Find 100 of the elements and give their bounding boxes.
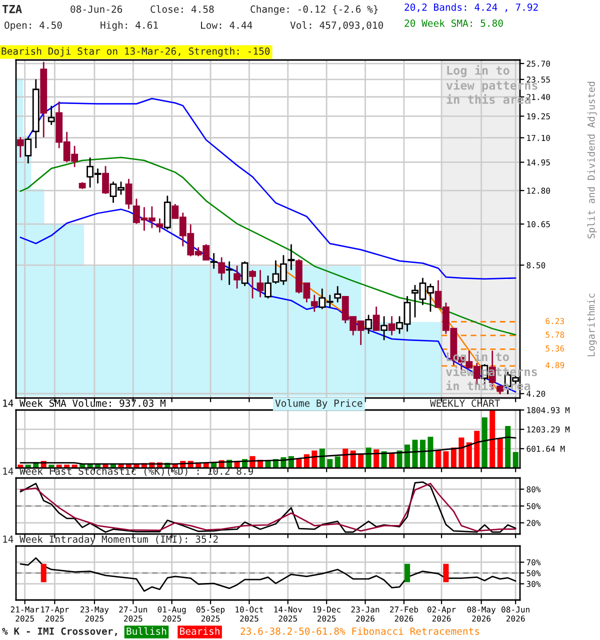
bar (497, 438, 503, 468)
x-tick-label: 23-Jan 2026 (351, 606, 380, 622)
y-tick-label: 4.20 (526, 390, 546, 397)
x-tick-label: 17-Apr 2025 (41, 606, 69, 622)
ref-line-label: 4.89 (546, 362, 564, 368)
chart-title: TZA (2, 4, 22, 14)
candlestick (380, 316, 388, 340)
bar (374, 449, 380, 468)
candlestick (16, 137, 24, 158)
x-tick-label: 10-Oct 2025 (236, 606, 263, 622)
candlestick (249, 270, 256, 299)
text: Bearish Doji Star on 13-Mar-26, Strength: -150 (2, 47, 270, 57)
candlestick (288, 244, 295, 270)
bar (466, 442, 472, 468)
candlestick (24, 137, 32, 164)
y-tick-label: 14.95 (527, 159, 550, 166)
candlestick (256, 270, 264, 298)
bar (443, 451, 449, 468)
bar (420, 440, 426, 468)
bar (428, 436, 434, 468)
y-tick-label: 17.10 (527, 134, 550, 141)
text: 20 Week SMA: 5.80 (404, 19, 503, 27)
text: 08-Jun-26 (70, 5, 122, 13)
candlestick (234, 266, 241, 289)
x-tick-label: 08-Jun 2026 (502, 606, 530, 622)
legend-title: % K - IMI Crossover, (2, 627, 117, 636)
bar (366, 448, 372, 468)
text: Change: -0.12 {-2.6 %} (250, 5, 378, 15)
y-tick-label: 50% (526, 570, 541, 576)
chart-title: 14 Week Intraday Momentum (IMI): 35.2 (3, 535, 218, 545)
y-tick-label: 10.65 (527, 221, 550, 228)
text: Split and Dividend Adjusted (587, 82, 597, 238)
x-tick-label: 01-Aug 2025 (158, 606, 186, 622)
bar (458, 438, 464, 468)
bar (342, 448, 348, 468)
x-tick-label: 23-May 2025 (80, 606, 109, 622)
ref-line-label: 6.23 (546, 318, 564, 324)
text: Bullish (126, 627, 166, 635)
candlestick (156, 218, 164, 233)
chart-title: 14 Week Fast Stochastic (%K)(%D) : 10.2 8.9 (3, 467, 254, 476)
candlestick (48, 106, 55, 126)
candlestick (218, 257, 226, 280)
candlestick (334, 286, 342, 303)
text: Close: 4.58 (150, 5, 214, 13)
y-tick-label: 25.70 (526, 60, 550, 67)
text: Logarithmic (587, 294, 597, 356)
x-tick-label: 08-May 2026 (467, 606, 496, 622)
y-tick-label: 1203.29 M (527, 426, 570, 433)
candlestick (210, 253, 218, 269)
text: High: 4.61 (100, 21, 158, 31)
y-tick-label: 80% (526, 486, 541, 492)
text: Low: 4.44 (201, 22, 252, 29)
y-tick-label: 1804.93 M (527, 407, 570, 414)
x-tick-label: 05-Sep 2025 (196, 606, 225, 622)
bar (296, 459, 302, 468)
bar (512, 452, 518, 468)
candlestick (310, 294, 318, 312)
text: Vol: 457,093,010 (290, 21, 384, 30)
x-tick-label: 19-Dec 2025 (313, 606, 340, 622)
text: 23.6-38.2-50-61.8% Fibonacci Retracements (240, 627, 480, 635)
y-tick-label: 50% (526, 503, 541, 510)
candlestick (241, 261, 248, 286)
x-tick-label: 02-Apr 2026 (428, 606, 456, 622)
y-tick-label: 8.50 (526, 262, 546, 268)
y-tick-label: 12.80 (527, 188, 550, 194)
candlestick (372, 306, 380, 331)
x-tick-label: 27-Feb 2026 (390, 606, 418, 622)
line-series (20, 436, 516, 465)
candlestick (125, 178, 132, 210)
bar (327, 459, 333, 468)
text: 14 Week SMA Volume: 937.03 M (3, 399, 166, 407)
text: Open: 4.50 (4, 21, 62, 31)
text: WEEKLY CHART (430, 399, 500, 407)
candlestick (365, 314, 372, 334)
candlestick (226, 261, 233, 286)
bar (319, 448, 325, 468)
ref-line-label: 5.78 (546, 332, 564, 338)
y-tick-label: 601.64 M (526, 446, 565, 452)
bar (450, 448, 456, 468)
text: Bearish (180, 627, 220, 635)
candlestick (264, 275, 272, 299)
bar (435, 450, 441, 468)
bar (490, 410, 496, 468)
bar (404, 444, 410, 468)
bar (482, 417, 488, 468)
text: 20,2 Bands: 4.24 , 7.92 (404, 3, 538, 12)
y-tick-label: 30% (526, 580, 541, 587)
bar (334, 456, 340, 468)
text: Volume By Price (275, 399, 362, 409)
bar (505, 426, 511, 468)
x-tick-label: 14-Nov 2025 (274, 606, 302, 622)
y-tick-label: 20% (526, 520, 541, 526)
x-tick-label: 27-Jun 2025 (119, 606, 147, 622)
line-series (20, 557, 516, 592)
candlestick (388, 316, 396, 336)
y-tick-label: 70% (526, 559, 541, 566)
ref-line-label: 5.36 (546, 345, 564, 352)
bar (474, 430, 480, 468)
x-tick-label: 21-Mar 2025 (10, 606, 40, 622)
y-tick-label: 19.25 (527, 113, 550, 120)
